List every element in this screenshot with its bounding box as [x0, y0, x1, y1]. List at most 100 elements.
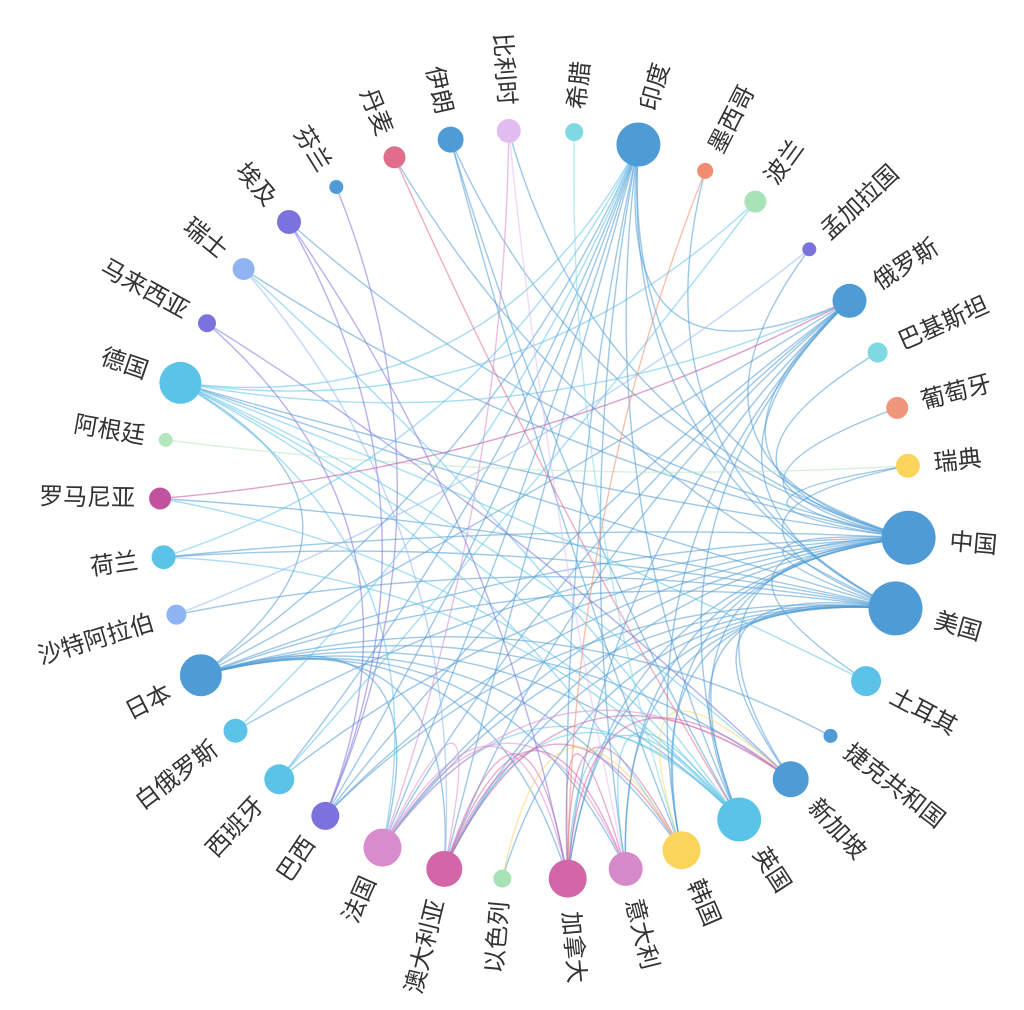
- node-ruidian[interactable]: [895, 453, 920, 478]
- edge-malaixiya-xinjiapo: [206, 322, 792, 780]
- edge-deguo-faguo: [180, 382, 396, 848]
- edge-aodaliya-xinjiapo: [443, 714, 792, 870]
- edge-riben-yidali: [200, 657, 627, 870]
- node-aodaliya[interactable]: [426, 850, 463, 887]
- node-yilang[interactable]: [437, 126, 464, 153]
- edge-eluosi-aodaliya: [443, 300, 850, 870]
- edge-faguo-jianada: [381, 745, 569, 879]
- label-bolan: 波兰: [759, 134, 810, 189]
- edge-agenting-ruidian: [165, 439, 908, 473]
- node-yindu[interactable]: [616, 122, 661, 167]
- edge-jianada-yidali: [565, 753, 627, 879]
- node-xila[interactable]: [565, 123, 584, 142]
- label-xila: 希腊: [563, 60, 596, 111]
- node-hanguo[interactable]: [662, 831, 701, 870]
- node-eluosi[interactable]: [832, 283, 867, 318]
- edge-meiguo-riben: [200, 590, 896, 676]
- node-meiguo[interactable]: [868, 581, 923, 636]
- node-baieluosi[interactable]: [223, 718, 248, 743]
- node-yiselie[interactable]: [493, 869, 512, 888]
- node-malaixiya[interactable]: [198, 314, 216, 333]
- label-tuerqi: 土耳其: [885, 682, 962, 741]
- edge-riben-hanguo: [200, 655, 683, 851]
- node-deguo[interactable]: [159, 361, 202, 404]
- edge-yilang-hanguo: [449, 139, 683, 851]
- edge-helan-yindu: [163, 144, 640, 558]
- node-yidali[interactable]: [608, 851, 643, 886]
- edge-meiguo-deguo: [180, 382, 896, 610]
- edge-zhongguo-putaoya: [782, 407, 909, 539]
- edge-eluosi-faguo: [381, 300, 850, 848]
- edge-deguo-xinjiapo: [180, 382, 792, 780]
- label-mengjialaguo: 孟加拉国: [815, 159, 904, 245]
- edge-moxige-jianada: [567, 170, 706, 879]
- edge-jianada-xinjiapo: [567, 717, 792, 879]
- edge-yingguo-helan: [163, 556, 740, 820]
- node-bolan[interactable]: [744, 190, 767, 213]
- label-eluosi: 俄罗斯: [868, 233, 944, 296]
- edge-aodaliya-hanguo: [443, 743, 683, 870]
- edge-zhongguo-helan: [163, 531, 909, 558]
- label-danmai: 丹麦: [354, 84, 398, 139]
- node-moxige[interactable]: [697, 162, 714, 179]
- edge-zhongguo-yidali: [624, 537, 909, 869]
- node-fenlan[interactable]: [329, 180, 344, 194]
- node-jianada[interactable]: [548, 859, 587, 898]
- node-ruishi[interactable]: [232, 258, 255, 280]
- edge-meiguo-ruidian: [781, 465, 909, 610]
- node-agenting[interactable]: [158, 432, 173, 447]
- label-ruishi: 瑞士: [178, 212, 233, 264]
- label-yilang: 伊朗: [420, 63, 458, 116]
- edge-meiguo-xinjiapo: [735, 602, 896, 780]
- edge-yingguo-luomaniya: [159, 497, 740, 820]
- node-putaoya[interactable]: [886, 396, 909, 419]
- edge-zhongguo-bilishi: [508, 130, 909, 539]
- edge-baxi-aiji: [288, 221, 383, 817]
- edge-zhongguo-bajisitan: [775, 351, 909, 539]
- edge-meiguo-faguo: [381, 605, 896, 849]
- label-yidali: 意大利: [620, 896, 665, 973]
- edge-meiguo-shate: [176, 576, 896, 616]
- node-faguo[interactable]: [363, 828, 402, 867]
- label-xibanya: 西班牙: [200, 791, 270, 863]
- node-baxi[interactable]: [311, 801, 340, 830]
- node-helan[interactable]: [151, 545, 176, 570]
- node-aiji[interactable]: [277, 210, 301, 234]
- node-mengjialaguo[interactable]: [802, 242, 817, 257]
- edge-ruishi-aodaliya: [243, 268, 448, 869]
- edge-zhongguo-meiguo: [782, 536, 909, 610]
- edge-yindu-faguo: [381, 144, 640, 848]
- node-tuerqi[interactable]: [851, 666, 882, 697]
- edge-aiji-jianada: [288, 221, 569, 879]
- edge-zhongguo-ruidian: [786, 465, 909, 539]
- label-moxige: 墨西哥: [703, 81, 761, 158]
- node-xinjiapo[interactable]: [772, 761, 809, 798]
- label-ruidian: 瑞典: [932, 444, 983, 477]
- node-luomaniya[interactable]: [149, 487, 172, 510]
- edge-luomaniya-eluosi: [160, 300, 850, 500]
- node-bilishi[interactable]: [496, 118, 521, 143]
- edge-meiguo-yidali: [624, 606, 896, 869]
- edge-yindu-jianada: [566, 144, 640, 879]
- edge-aodaliya-yidali: [443, 749, 627, 870]
- edge-baxi-fenlan: [324, 186, 398, 817]
- edge-shate-mengjialaguo: [176, 248, 810, 616]
- edge-bilishi-yidali: [508, 130, 627, 870]
- edge-yilang-yingguo: [449, 139, 740, 820]
- edge-zhongguo-aiji: [288, 221, 909, 539]
- edge-xibanya-bolan: [278, 201, 756, 780]
- node-danmai[interactable]: [383, 146, 406, 169]
- label-deguo: 德国: [97, 343, 152, 385]
- node-riben[interactable]: [179, 654, 222, 697]
- node-zhongguo[interactable]: [881, 510, 936, 565]
- node-bajisitan[interactable]: [867, 342, 888, 363]
- node-yingguo[interactable]: [717, 797, 762, 842]
- node-xibanya[interactable]: [264, 764, 295, 795]
- node-shate[interactable]: [166, 604, 187, 625]
- edge-meiguo-hanguo: [670, 605, 896, 851]
- node-jieke[interactable]: [823, 728, 838, 743]
- edge-danmai-yingguo: [393, 157, 740, 820]
- label-jieke: 捷克共和国: [838, 738, 950, 834]
